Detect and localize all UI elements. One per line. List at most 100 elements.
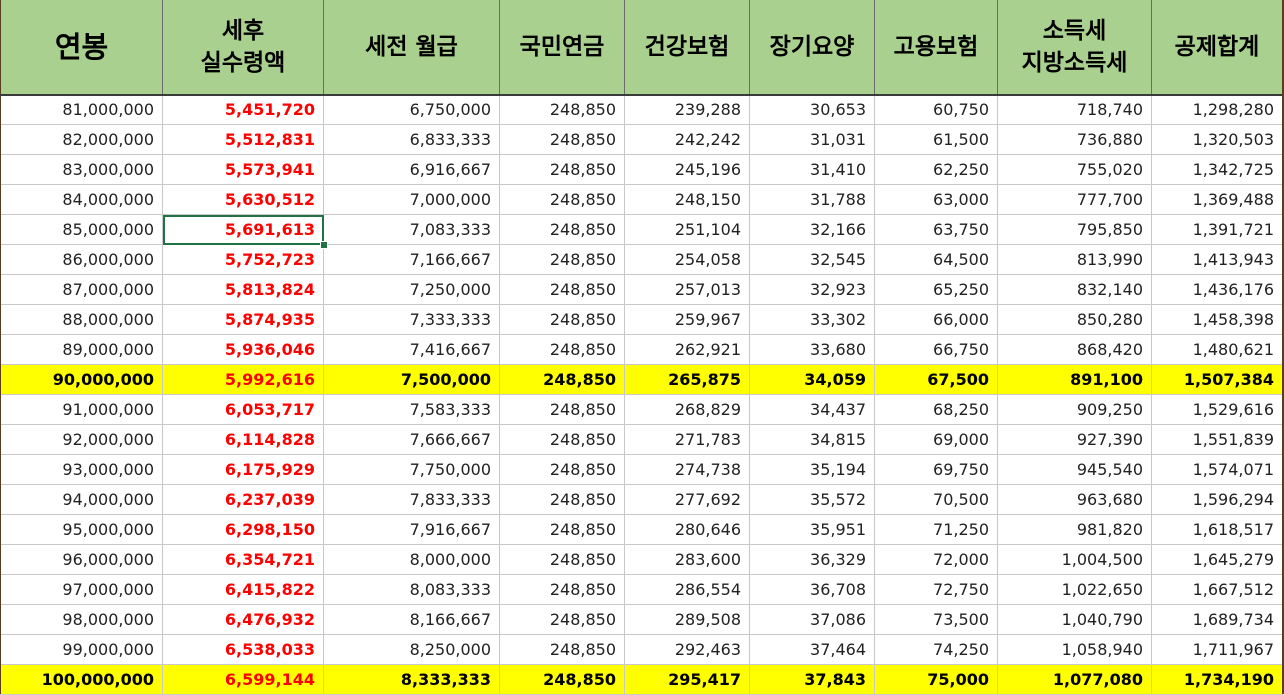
table-cell[interactable]: 7,833,333 [323,484,500,515]
table-cell[interactable]: 5,630,512 [162,184,324,215]
table-cell[interactable]: 82,000,000 [0,124,163,155]
table-cell[interactable]: 72,750 [874,574,998,605]
table-cell[interactable]: 35,572 [749,484,875,515]
table-cell[interactable]: 8,083,333 [323,574,500,605]
table-cell[interactable]: 85,000,000 [0,214,163,245]
table-cell[interactable]: 61,500 [874,124,998,155]
table-cell[interactable]: 292,463 [624,634,750,665]
table-cell[interactable]: 65,250 [874,274,998,305]
table-cell[interactable]: 945,540 [997,454,1152,485]
table-cell[interactable]: 6,175,929 [162,454,324,485]
table-cell[interactable]: 5,813,824 [162,274,324,305]
table-cell[interactable]: 1,734,190 [1151,664,1283,695]
table-cell[interactable]: 295,417 [624,664,750,695]
table-cell[interactable]: 96,000,000 [0,544,163,575]
table-cell[interactable]: 1,413,943 [1151,244,1283,275]
table-cell[interactable]: 248,850 [499,544,625,575]
table-cell[interactable]: 5,451,720 [162,94,324,125]
table-cell[interactable]: 71,250 [874,514,998,545]
table-cell[interactable]: 1,342,725 [1151,154,1283,185]
table-cell[interactable]: 1,507,384 [1151,364,1283,395]
table-cell[interactable]: 37,843 [749,664,875,695]
table-cell[interactable]: 277,692 [624,484,750,515]
table-cell[interactable]: 248,150 [624,184,750,215]
table-cell[interactable]: 31,031 [749,124,875,155]
table-cell[interactable]: 7,083,333 [323,214,500,245]
table-cell[interactable]: 777,700 [997,184,1152,215]
table-cell[interactable]: 239,288 [624,94,750,125]
header-total-deduction[interactable]: 공제합계 [1151,0,1283,95]
header-annual-salary[interactable]: 연봉 [0,0,163,95]
table-cell[interactable]: 1,645,279 [1151,544,1283,575]
table-cell[interactable]: 7,916,667 [323,514,500,545]
table-cell[interactable]: 5,512,831 [162,124,324,155]
table-cell[interactable]: 1,618,517 [1151,514,1283,545]
table-cell[interactable]: 248,850 [499,334,625,365]
table-cell[interactable]: 35,951 [749,514,875,545]
table-cell[interactable]: 88,000,000 [0,304,163,335]
table-cell[interactable]: 259,967 [624,304,750,335]
table-cell[interactable]: 7,333,333 [323,304,500,335]
table-cell[interactable]: 274,738 [624,454,750,485]
table-cell[interactable]: 31,788 [749,184,875,215]
table-cell[interactable]: 254,058 [624,244,750,275]
table-cell[interactable]: 1,480,621 [1151,334,1283,365]
table-cell[interactable]: 94,000,000 [0,484,163,515]
table-cell[interactable]: 1,298,280 [1151,94,1283,125]
header-health-insurance[interactable]: 건강보험 [624,0,750,95]
table-cell[interactable]: 30,653 [749,94,875,125]
table-cell[interactable]: 248,850 [499,634,625,665]
table-cell[interactable]: 63,000 [874,184,998,215]
table-cell[interactable]: 31,410 [749,154,875,185]
table-cell[interactable]: 248,850 [499,664,625,695]
table-cell[interactable]: 86,000,000 [0,244,163,275]
table-cell[interactable]: 7,583,333 [323,394,500,425]
table-cell[interactable]: 262,921 [624,334,750,365]
table-cell[interactable]: 1,077,080 [997,664,1152,695]
table-cell[interactable]: 6,354,721 [162,544,324,575]
table-cell[interactable]: 891,100 [997,364,1152,395]
table-cell[interactable]: 73,500 [874,604,998,635]
table-cell[interactable]: 98,000,000 [0,604,163,635]
table-cell[interactable]: 6,114,828 [162,424,324,455]
table-cell[interactable]: 66,750 [874,334,998,365]
table-cell[interactable]: 5,752,723 [162,244,324,275]
table-cell[interactable]: 69,000 [874,424,998,455]
table-cell[interactable]: 927,390 [997,424,1152,455]
table-cell[interactable]: 93,000,000 [0,454,163,485]
header-long-term-care[interactable]: 장기요양 [749,0,875,95]
table-cell[interactable]: 7,000,000 [323,184,500,215]
table-cell[interactable]: 64,500 [874,244,998,275]
table-cell[interactable]: 268,829 [624,394,750,425]
table-cell[interactable]: 289,508 [624,604,750,635]
table-cell[interactable]: 248,850 [499,304,625,335]
table-cell[interactable]: 280,646 [624,514,750,545]
table-cell[interactable]: 1,391,721 [1151,214,1283,245]
table-cell[interactable]: 1,369,488 [1151,184,1283,215]
table-cell[interactable]: 248,850 [499,364,625,395]
table-cell[interactable]: 755,020 [997,154,1152,185]
table-cell[interactable]: 1,058,940 [997,634,1152,665]
table-cell[interactable]: 248,850 [499,244,625,275]
table-cell[interactable]: 34,437 [749,394,875,425]
table-cell[interactable]: 1,320,503 [1151,124,1283,155]
table-cell[interactable]: 89,000,000 [0,334,163,365]
table-cell[interactable]: 1,574,071 [1151,454,1283,485]
table-cell[interactable]: 736,880 [997,124,1152,155]
table-cell[interactable]: 248,850 [499,604,625,635]
table-cell[interactable]: 1,436,176 [1151,274,1283,305]
table-cell[interactable]: 248,850 [499,574,625,605]
table-cell[interactable]: 84,000,000 [0,184,163,215]
table-cell[interactable]: 6,599,144 [162,664,324,695]
table-cell[interactable]: 5,573,941 [162,154,324,185]
table-cell[interactable]: 100,000,000 [0,664,163,695]
header-national-pension[interactable]: 국민연금 [499,0,625,95]
table-cell[interactable]: 7,750,000 [323,454,500,485]
table-cell[interactable]: 251,104 [624,214,750,245]
table-cell[interactable]: 248,850 [499,454,625,485]
table-cell[interactable]: 248,850 [499,484,625,515]
table-cell[interactable]: 36,708 [749,574,875,605]
table-cell[interactable]: 69,750 [874,454,998,485]
table-cell[interactable]: 1,004,500 [997,544,1152,575]
table-cell[interactable]: 832,140 [997,274,1152,305]
